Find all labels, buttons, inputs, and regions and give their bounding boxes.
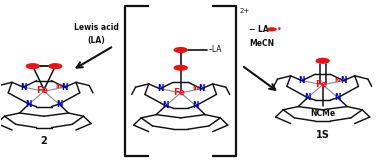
Text: III: III [55, 84, 62, 89]
Circle shape [26, 63, 40, 69]
Text: N: N [198, 84, 204, 93]
Text: –LA: –LA [209, 45, 223, 54]
Circle shape [174, 65, 188, 71]
Circle shape [267, 27, 277, 31]
Text: N: N [56, 100, 62, 109]
Circle shape [316, 58, 330, 64]
Text: N: N [163, 101, 169, 110]
Text: Fe: Fe [36, 86, 48, 95]
Text: Fe: Fe [315, 80, 327, 89]
Text: N: N [299, 76, 305, 85]
Text: N: N [26, 100, 32, 109]
Text: 2: 2 [40, 136, 47, 146]
Text: IV: IV [334, 78, 341, 83]
Text: N: N [340, 76, 347, 85]
Text: III: III [192, 86, 199, 91]
Text: − LA–: − LA– [249, 25, 273, 34]
Text: N: N [192, 101, 199, 110]
Text: N: N [304, 93, 311, 102]
Text: •: • [277, 25, 282, 34]
Text: MeCN: MeCN [249, 39, 274, 48]
Circle shape [174, 47, 188, 53]
Text: (LA): (LA) [88, 36, 105, 45]
Text: N: N [20, 83, 26, 92]
Text: N: N [157, 84, 163, 93]
Text: N: N [62, 83, 68, 92]
Circle shape [48, 63, 62, 69]
Text: 2+: 2+ [239, 8, 249, 14]
Text: Fe: Fe [173, 88, 185, 97]
Text: Lewis acid: Lewis acid [74, 23, 119, 32]
Text: 1S: 1S [316, 130, 330, 140]
Text: N: N [335, 93, 341, 102]
Text: NCMe: NCMe [310, 109, 335, 118]
